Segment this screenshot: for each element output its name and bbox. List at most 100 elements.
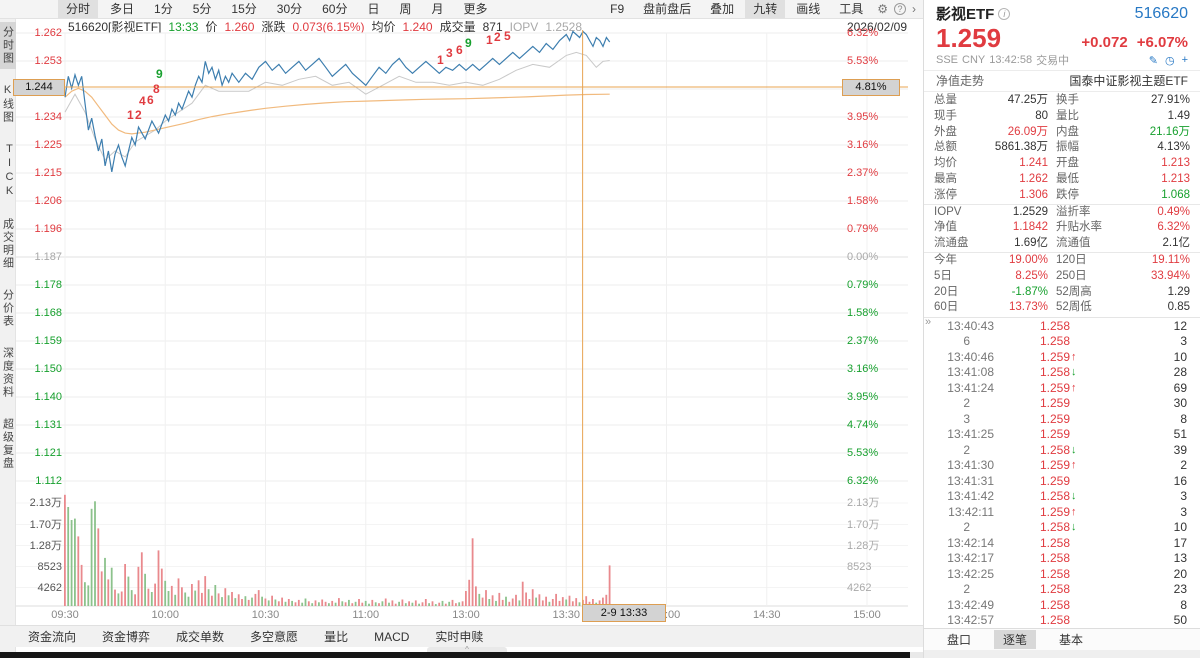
tick-volume: 13 — [1173, 551, 1187, 566]
period-tab-周[interactable]: 周 — [399, 2, 412, 16]
sidebar-item-K线图[interactable]: K线图 — [1, 84, 14, 124]
tick-row[interactable]: 13:40:43 1.258 12 — [924, 318, 1200, 334]
tick-row[interactable]: 13:40:46 1.259 ↑ 10 — [924, 349, 1200, 365]
add-icon[interactable]: + — [1181, 53, 1188, 66]
tick-time: 13:42:25 — [947, 566, 994, 581]
tick-row[interactable]: 6 1.258 3 — [924, 334, 1200, 350]
chart-info-item: 价 — [205, 20, 218, 34]
quote-panel-tabs: 盘口 逐笔 基本 — [924, 628, 1200, 650]
period-tab-5分[interactable]: 5分 — [192, 2, 212, 16]
alert-icon[interactable]: ◷ — [1164, 54, 1175, 67]
stat-value: 1.213 — [1161, 157, 1190, 170]
tool-item-画线[interactable]: 画线 — [796, 2, 821, 16]
stat-label: 均价 — [934, 157, 957, 170]
tick-row[interactable]: 2 1.258 ↓ 39 — [924, 442, 1200, 458]
tick-volume: 2 — [1180, 458, 1187, 473]
tick-time: 13:41:25 — [947, 427, 994, 442]
period-tab-1分[interactable]: 1分 — [154, 2, 173, 16]
tick-volume: 3 — [1180, 489, 1187, 504]
period-tab-日[interactable]: 日 — [367, 2, 380, 16]
period-tab-多日[interactable]: 多日 — [110, 2, 135, 16]
tick-row[interactable]: 13:41:24 1.259 ↑ 69 — [924, 380, 1200, 396]
tool-item-F9[interactable]: F9 — [610, 2, 625, 16]
bottom-tool-成交单数[interactable]: 成交单数 — [176, 630, 225, 644]
period-tab-月[interactable]: 月 — [431, 2, 444, 16]
stat-label: 涨停 — [934, 188, 957, 201]
stat-label: 溢折率 — [1056, 205, 1091, 218]
tick-volume: 3 — [1180, 334, 1187, 349]
tick-price: 1.259 — [1039, 411, 1070, 426]
tick-time: 2 — [963, 396, 970, 411]
tick-row[interactable]: 2 1.258 23 — [924, 582, 1200, 598]
edit-icon[interactable]: ✎ — [1148, 54, 1158, 67]
stat-value: 1.2529 — [1012, 205, 1048, 218]
bottom-tool-资金流向[interactable]: 资金流向 — [28, 630, 77, 644]
tick-row[interactable]: 13:42:17 1.258 13 — [924, 551, 1200, 567]
tick-row[interactable]: 13:42:11 1.259 ↑ 3 — [924, 504, 1200, 520]
tick-row[interactable]: 13:41:08 1.258 ↓ 28 — [924, 365, 1200, 381]
bottom-tool-多空意愿[interactable]: 多空意愿 — [250, 630, 299, 644]
gear-icon[interactable]: ⚙ — [877, 2, 888, 16]
intraday-chart-svg[interactable] — [16, 28, 923, 622]
tick-volume: 28 — [1173, 365, 1187, 380]
tick-row[interactable]: 2 1.259 30 — [924, 396, 1200, 412]
nav-value-row[interactable]: 净值走势 国泰中证影视主题ETF — [924, 70, 1200, 92]
sidebar-item-成交明细[interactable]: 成交明细 — [1, 218, 14, 270]
period-tab-15分[interactable]: 15分 — [231, 2, 257, 16]
tick-row[interactable]: 13:42:57 1.258 50 — [924, 613, 1200, 629]
chart-info-item: 871 — [482, 19, 503, 34]
help-icon[interactable]: ? — [894, 3, 906, 15]
tick-price: 1.259 — [1039, 396, 1070, 411]
collapse-handle[interactable]: ^ — [427, 646, 507, 654]
tool-item-九转[interactable]: 九转 — [745, 0, 786, 18]
panel-collapse-icon[interactable]: » — [925, 316, 932, 328]
tool-item-盘前盘后[interactable]: 盘前盘后 — [643, 2, 692, 16]
tick-volume: 16 — [1173, 473, 1187, 488]
expand-icon[interactable]: › — [912, 2, 916, 16]
tool-item-工具[interactable]: 工具 — [839, 2, 864, 16]
period-tab-60分[interactable]: 60分 — [322, 2, 348, 16]
tick-row[interactable]: 2 1.258 ↓ 10 — [924, 520, 1200, 536]
sidebar-item-分价表[interactable]: 分价表 — [1, 289, 14, 328]
sidebar-item-TICK[interactable]: TICK — [3, 143, 16, 199]
sidebar-item-超级复盘[interactable]: 超级复盘 — [1, 418, 14, 470]
crosshair-price-label: 1.244 — [13, 79, 65, 96]
stat-label: 250日 — [1056, 269, 1087, 282]
bottom-tool-量比[interactable]: 量比 — [324, 630, 349, 644]
trading-status: 交易中 — [1036, 55, 1070, 67]
panel-tab-基本[interactable]: 基本 — [1059, 633, 1084, 647]
tick-arrow-down-icon: ↓ — [1071, 490, 1077, 503]
period-tab-30分[interactable]: 30分 — [276, 2, 303, 16]
tool-item-叠加[interactable]: 叠加 — [710, 2, 735, 16]
stat-value: 19.00% — [1008, 253, 1048, 266]
security-name: 影视ETF — [936, 6, 995, 23]
tick-time: 13:41:24 — [947, 380, 994, 395]
tick-row[interactable]: 13:41:31 1.259 16 — [924, 473, 1200, 489]
tick-row[interactable]: 13:42:49 1.258 8 — [924, 597, 1200, 613]
info-icon[interactable]: i — [998, 7, 1011, 20]
sidebar-item-分时图[interactable]: 分时图 — [0, 22, 16, 69]
bottom-tool-资金博弈[interactable]: 资金博弈 — [102, 630, 151, 644]
panel-tab-盘口[interactable]: 盘口 — [947, 633, 972, 647]
period-tab-更多[interactable]: 更多 — [463, 2, 488, 16]
stat-label: 升贴水率 — [1056, 221, 1102, 234]
tick-list[interactable]: 13:40:43 1.258 12 6 1.258 3 13:40:46 1.259 ↑ 10 13… — [924, 318, 1200, 644]
period-tab-分时[interactable]: 分时 — [58, 0, 99, 18]
bottom-tool-实时申赎[interactable]: 实时申赎 — [435, 630, 484, 644]
tick-price: 1.258 — [1039, 551, 1070, 566]
nav-trend-link[interactable]: 净值走势 — [936, 74, 985, 88]
tick-row[interactable]: 13:41:30 1.259 ↑ 2 — [924, 458, 1200, 474]
bottom-tool-MACD[interactable]: MACD — [374, 629, 410, 644]
sidebar-item-深度资料[interactable]: 深度资料 — [1, 347, 14, 399]
stat-label: 5日 — [934, 269, 952, 282]
chart-info-item: 0.073(6.15%) — [292, 19, 365, 34]
stat-value: 26.09万 — [1007, 125, 1048, 138]
tick-row[interactable]: 13:42:14 1.258 17 — [924, 535, 1200, 551]
tick-row[interactable]: 13:41:42 1.258 ↓ 3 — [924, 489, 1200, 505]
tick-row[interactable]: 13:41:25 1.259 51 — [924, 427, 1200, 443]
tick-time: 13:42:14 — [947, 535, 994, 550]
tick-row[interactable]: 13:42:25 1.258 20 — [924, 566, 1200, 582]
intraday-chart[interactable]: 1.262 1.253 1.234 1.225 1.215 1.206 1.196 1.187… — [16, 27, 923, 622]
panel-tab-逐笔[interactable]: 逐笔 — [994, 630, 1037, 649]
tick-row[interactable]: 3 1.259 8 — [924, 411, 1200, 427]
